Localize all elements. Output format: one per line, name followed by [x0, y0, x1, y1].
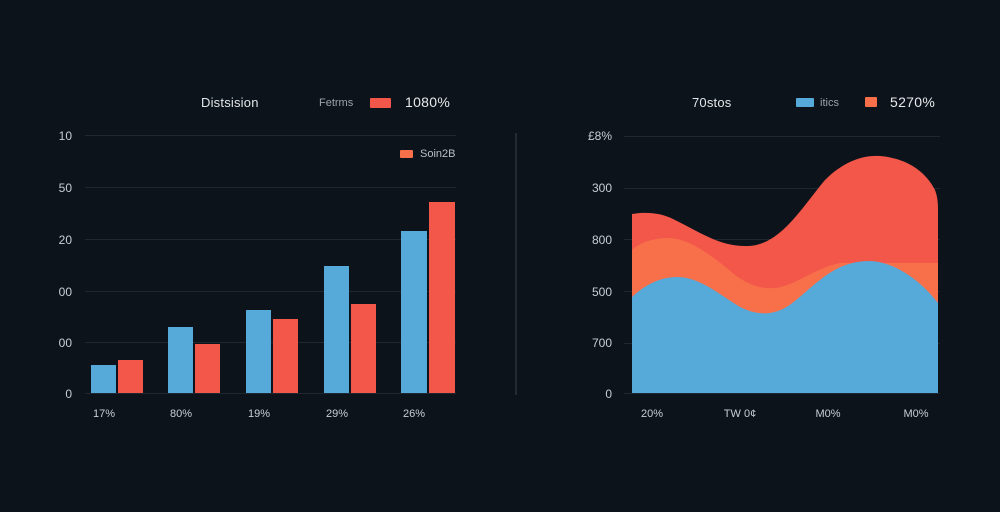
left-legend-label-2: Soin2B — [420, 148, 456, 160]
bar-red-5 — [429, 202, 455, 393]
right-ytick: 800 — [591, 233, 612, 247]
left-xtick: 17% — [92, 408, 116, 420]
bar-blue-1 — [91, 365, 116, 393]
left-legend-label-1: Fetrms — [319, 97, 354, 109]
bar-blue-3 — [246, 310, 271, 393]
right-chart-title: 70stos — [692, 95, 732, 110]
left-ytick: 50 — [58, 181, 72, 195]
left-legend-swatch-orange — [400, 150, 413, 158]
left-legend-swatch-red — [370, 98, 391, 108]
right-ytick: 0 — [605, 387, 612, 401]
bar-red-4 — [351, 304, 376, 393]
left-xtick: 26% — [402, 408, 426, 420]
left-ytick: 00 — [58, 336, 72, 350]
left-bars — [91, 202, 455, 393]
area-blue — [632, 261, 938, 393]
left-ytick: 00 — [58, 285, 72, 299]
right-legend-value: 5270% — [890, 94, 936, 110]
right-ytick: 700 — [591, 336, 612, 350]
right-xtick: TW 0¢ — [723, 408, 757, 420]
right-legend-label-1: itics — [820, 97, 839, 109]
left-xtick: 19% — [247, 408, 271, 420]
right-ytick: 300 — [591, 181, 612, 195]
bar-blue-4 — [324, 266, 349, 393]
left-xtick: 29% — [325, 408, 349, 420]
left-ytick: 10 — [58, 129, 72, 143]
left-xtick: 80% — [169, 408, 193, 420]
bar-blue-5 — [401, 231, 427, 393]
left-ytick: 0 — [65, 387, 72, 401]
right-xtick: M0% — [815, 408, 841, 420]
left-legend-value: 1080% — [405, 94, 451, 110]
right-xtick: 20% — [640, 408, 664, 420]
bar-red-1 — [118, 360, 143, 393]
right-legend-swatch-blue — [796, 98, 814, 107]
bar-blue-2 — [168, 327, 193, 393]
bar-red-3 — [273, 319, 298, 393]
right-legend-swatch-orange — [865, 97, 877, 107]
bar-red-2 — [195, 344, 220, 393]
left-ytick: 20 — [58, 233, 72, 247]
right-xtick: M0% — [903, 408, 929, 420]
right-area — [632, 155, 938, 393]
left-gridlines — [85, 135, 456, 394]
right-ytick: 500 — [591, 285, 612, 299]
left-chart-title: Distsision — [201, 95, 259, 110]
right-ytick: £8% — [587, 129, 612, 143]
